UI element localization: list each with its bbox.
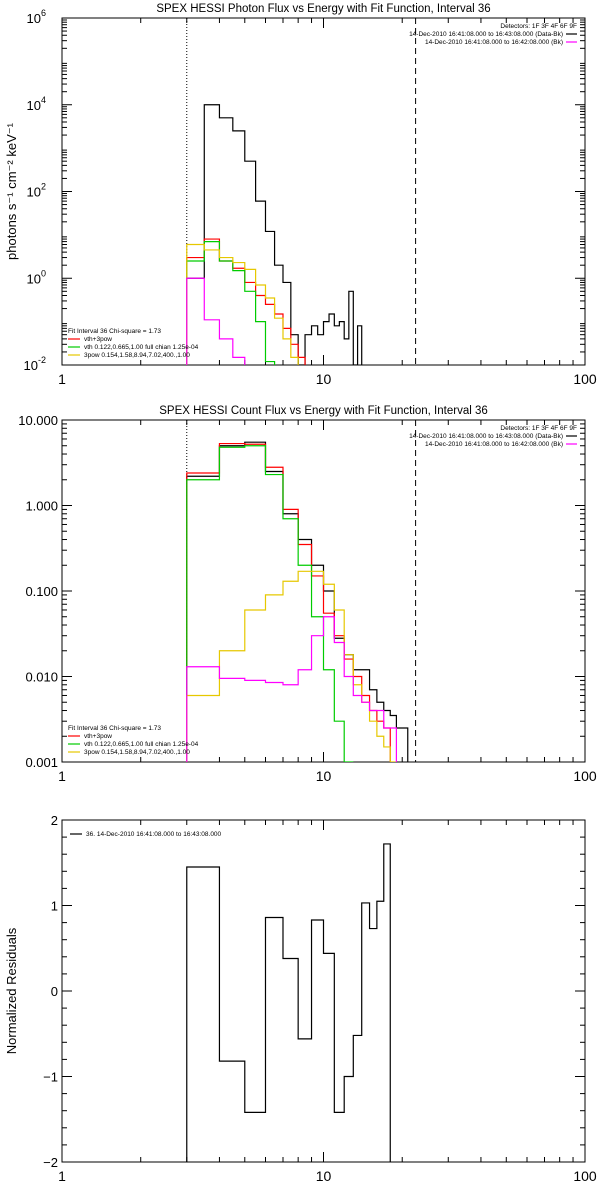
series-line-1 bbox=[186, 441, 409, 762]
series-line-5 bbox=[186, 616, 397, 762]
series-line-4 bbox=[186, 243, 299, 365]
x-tick-label: 10 bbox=[316, 371, 332, 387]
legend-label: 3pow 0.154,1.58,8.94,7.02,400.,1.00 bbox=[84, 352, 190, 359]
y-axis-label: photons s⁻¹ cm⁻² keV⁻¹ bbox=[4, 122, 19, 260]
legend-label: vth 0.122,0.665,1.00 full chian 1.25e-04 bbox=[84, 344, 199, 351]
series-line-2 bbox=[186, 442, 391, 762]
y-tick-label: 10.000 bbox=[18, 413, 58, 428]
y-tick-label: −2 bbox=[43, 1155, 58, 1170]
series-line-3 bbox=[186, 240, 276, 365]
x-tick-label: 1 bbox=[58, 768, 66, 784]
info-line: 14-Dec-2010 16:41:08.000 to 16:42:08.000… bbox=[425, 441, 563, 448]
y-tick-label: 100 bbox=[27, 268, 46, 286]
legend-label: vth+3pow bbox=[84, 733, 112, 740]
y-tick-label: 1 bbox=[51, 899, 58, 914]
chart-title: SPEX HESSI Count Flux vs Energy with Fit… bbox=[159, 405, 488, 417]
y-tick-label: 0 bbox=[51, 984, 58, 999]
legend-label: vth 0.122,0.665,1.00 full chian 1.25e-04 bbox=[84, 741, 199, 748]
series-line-1 bbox=[186, 104, 363, 365]
y-tick-label: 1.000 bbox=[25, 499, 58, 514]
x-tick-label: 10 bbox=[316, 768, 332, 784]
y-tick-label: 2 bbox=[51, 813, 58, 828]
legend-title: Fit Interval 36 Chi-square = 1.73 bbox=[68, 725, 161, 732]
series-line-3 bbox=[186, 445, 354, 762]
series-line-2 bbox=[186, 238, 306, 365]
legend-label: vth+3pow bbox=[84, 336, 112, 343]
legend-label: 36. 14-Dec-2010 16:41:08.000 to 16:43:08… bbox=[86, 831, 222, 838]
y-tick-label: 0.100 bbox=[25, 584, 58, 599]
info-line: 14-Dec-2010 16:41:08.000 to 16:42:08.000… bbox=[425, 39, 563, 46]
plot-frame bbox=[61, 819, 586, 1163]
legend-label: 3pow 0.154,1.58,8.94,7.02,400.,1.00 bbox=[84, 749, 190, 756]
info-line: 14-Dec-2010 16:41:08.000 to 16:43:08.000… bbox=[409, 433, 563, 440]
y-tick-label: 102 bbox=[27, 182, 46, 200]
y-tick-label: 104 bbox=[27, 95, 46, 113]
chart-panel-2: SPEX HESSI Count Flux vs Energy with Fit… bbox=[18, 405, 597, 784]
x-tick-label: 10 bbox=[316, 1168, 332, 1184]
chart-title: SPEX HESSI Photon Flux vs Energy with Fi… bbox=[156, 3, 490, 15]
y-axis-label: Normalized Residuals bbox=[4, 927, 19, 1054]
x-tick-label: 100 bbox=[573, 371, 597, 387]
x-tick-label: 1 bbox=[58, 1168, 66, 1184]
y-tick-label: −1 bbox=[43, 1070, 58, 1085]
info-line: Detectors: 1F 3F 4F 6F 9F bbox=[500, 425, 577, 432]
legend-title: Fit Interval 36 Chi-square = 1.73 bbox=[68, 328, 161, 335]
series-line-1 bbox=[186, 843, 391, 1162]
y-tick-label: 106 bbox=[27, 8, 46, 26]
info-line: 14-Dec-2010 16:41:08.000 to 16:43:08.000… bbox=[409, 31, 563, 38]
y-tick-label: 0.010 bbox=[25, 670, 58, 685]
chart-panel-1: SPEX HESSI Photon Flux vs Energy with Fi… bbox=[4, 3, 597, 387]
y-tick-label: 0.001 bbox=[25, 755, 58, 770]
x-tick-label: 100 bbox=[573, 1168, 597, 1184]
series-line-4 bbox=[186, 570, 397, 762]
plot-frame bbox=[61, 419, 586, 763]
series-line-5 bbox=[186, 277, 246, 365]
plot-frame bbox=[61, 17, 586, 366]
chart-panel-3: Normalized Residuals 1 10 100 −2 −1 0 1 2 36. 14-… bbox=[4, 813, 597, 1184]
x-tick-label: 1 bbox=[58, 371, 66, 387]
info-line: Detectors: 1F 3F 4F 6F 9F bbox=[500, 23, 577, 30]
x-tick-label: 100 bbox=[573, 768, 597, 784]
y-tick-label: 10-2 bbox=[24, 355, 46, 373]
